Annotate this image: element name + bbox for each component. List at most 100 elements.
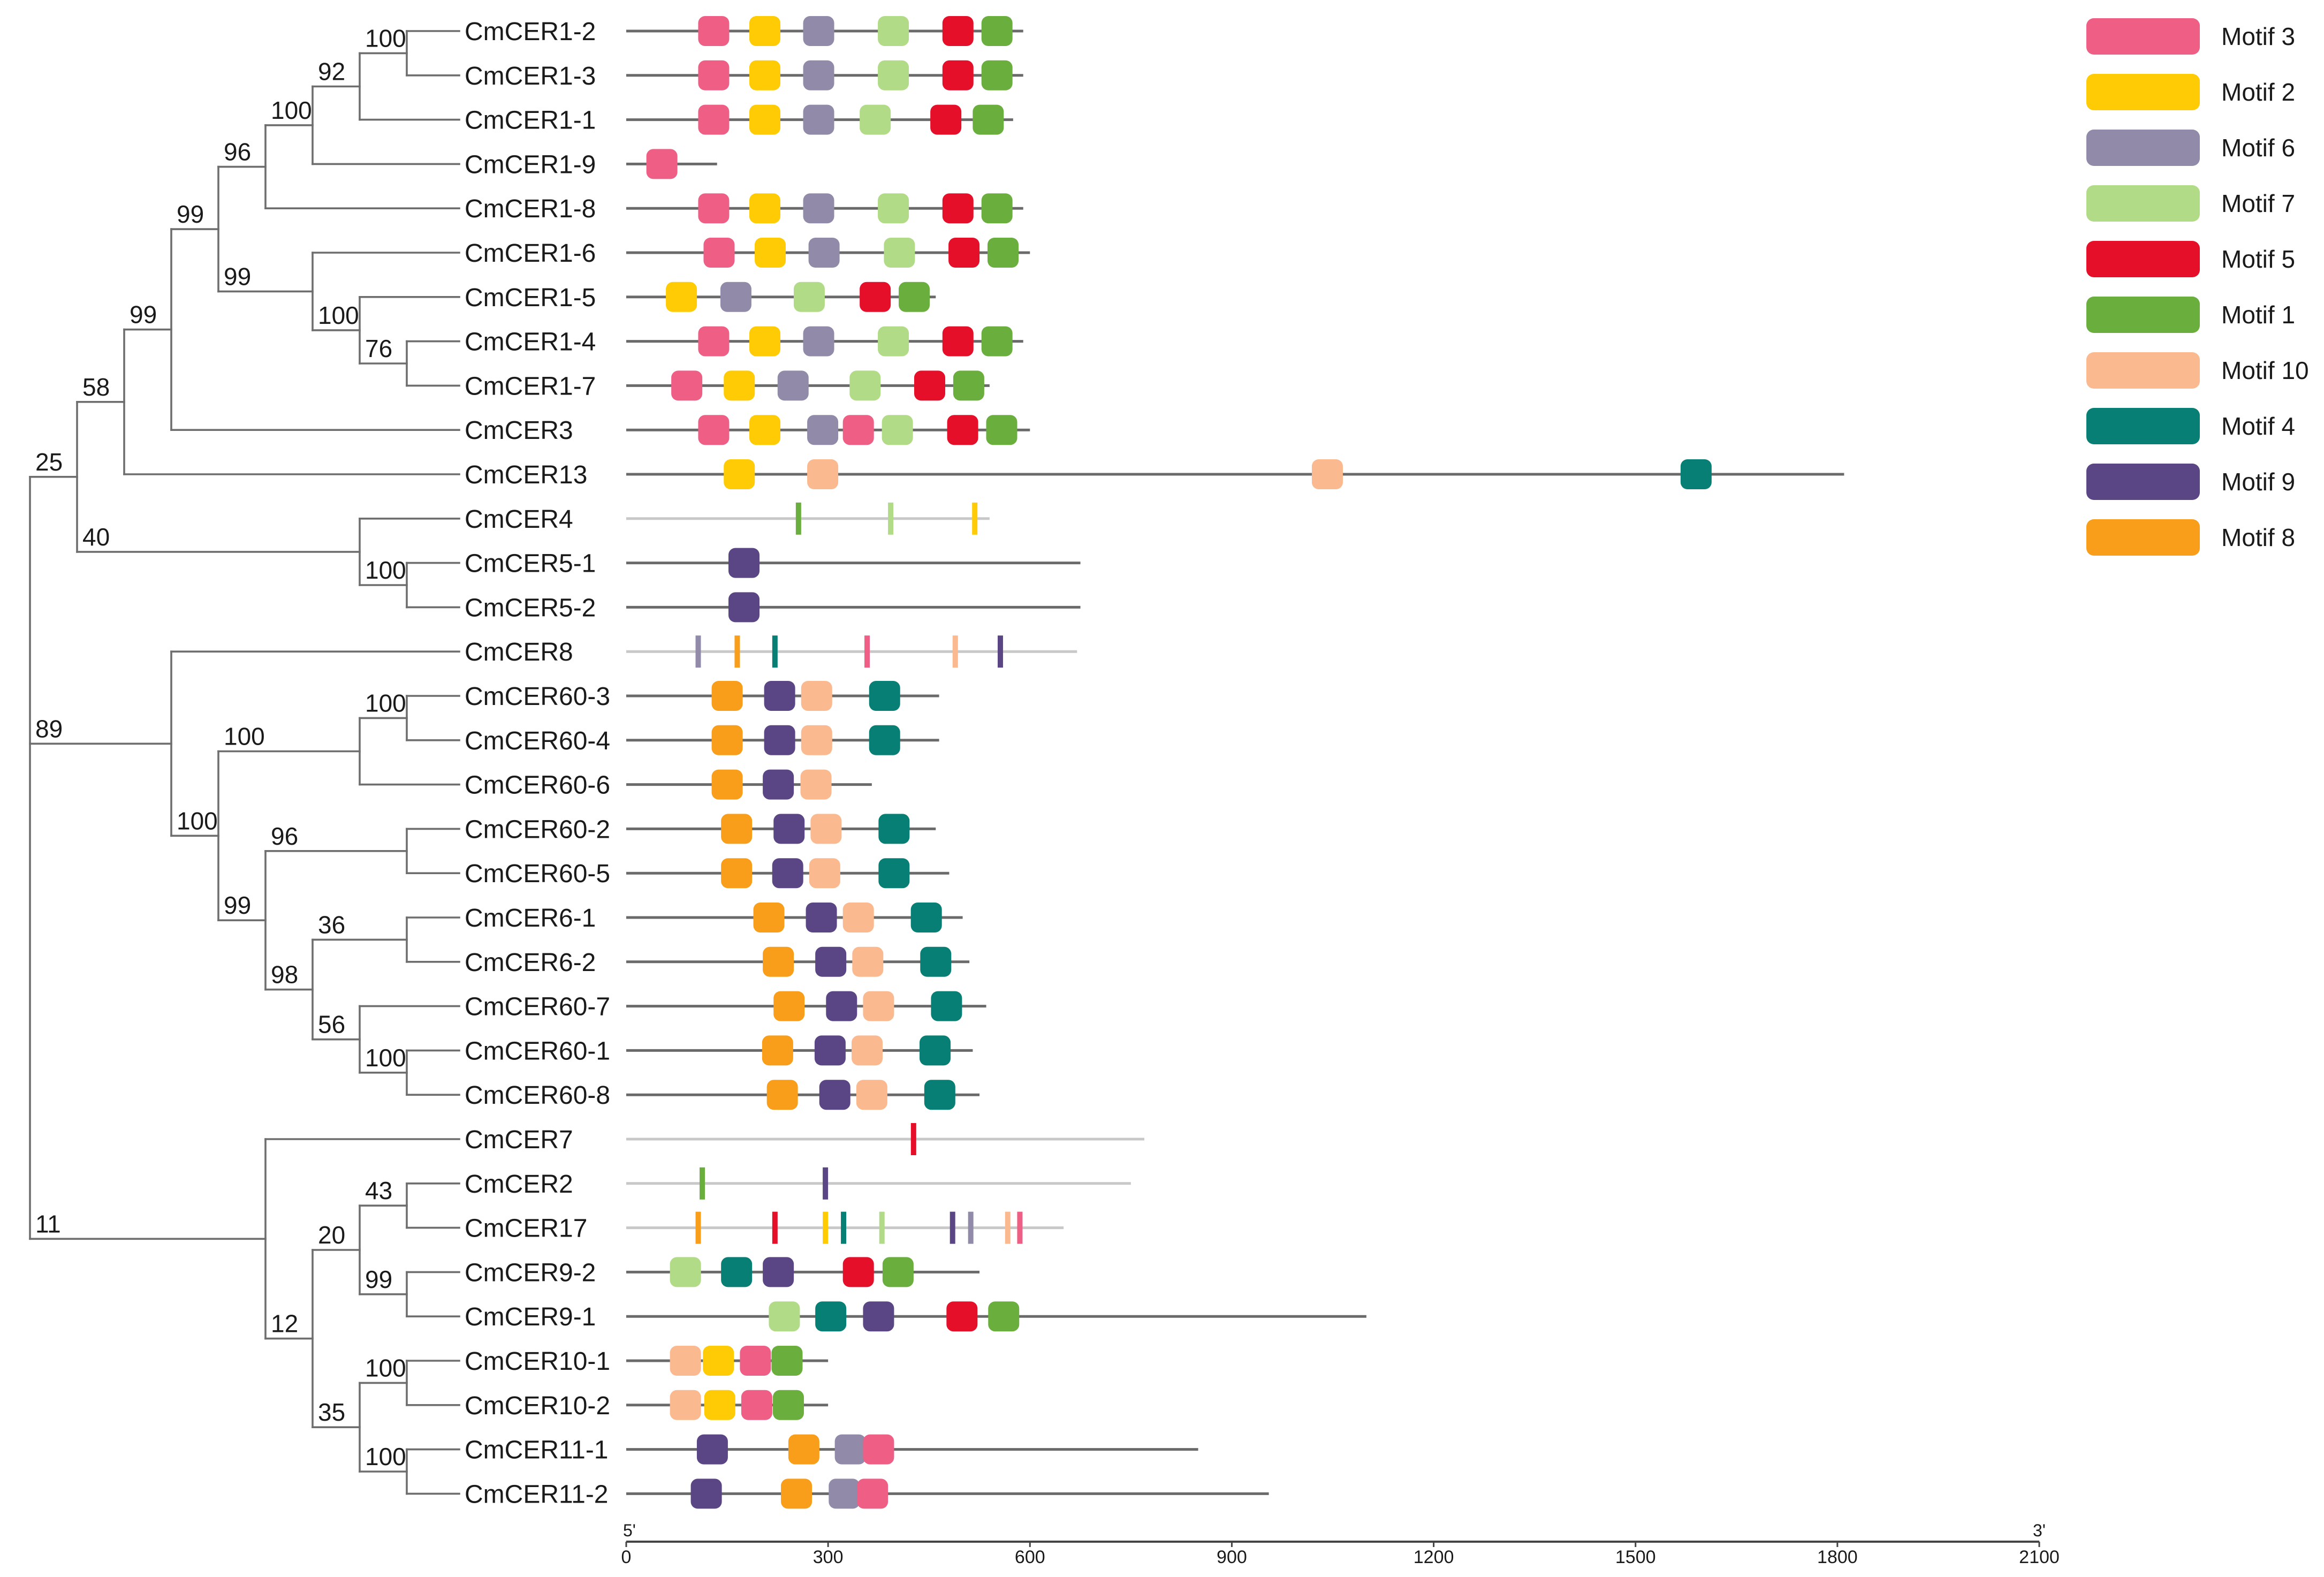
bootstrap-value: 99 [224,891,251,919]
legend-item: Motif 8 [2086,519,2295,556]
motif-box-motif-7 [849,370,881,401]
motif-box-motif-4 [878,814,910,844]
legend-label: Motif 6 [2221,134,2295,162]
gene-label: CmCER17 [465,1215,587,1243]
gene-track-cmcer1-6: CmCER1-6 [465,238,1030,268]
motif-box-motif-9 [819,1080,850,1110]
motif-box-motif-10 [1311,459,1343,489]
legend-item: Motif 5 [2086,241,2295,277]
motif-mark-motif-1 [795,502,801,535]
tick-label: 1800 [1817,1547,1858,1567]
gene-label: CmCER60-4 [465,727,610,755]
motif-box-motif-8 [763,946,794,977]
gene-track-cmcer1-8: CmCER1-8 [465,193,1023,224]
bootstrap-value: 100 [224,723,265,750]
legend-item: Motif 3 [2086,18,2295,55]
motif-box-motif-1 [882,1257,914,1287]
five-prime-label: 5' [623,1521,636,1540]
motif-box-motif-4 [920,946,952,977]
gene-track-cmcer7: CmCER7 [465,1123,1144,1155]
motif-box-motif-7 [878,193,909,224]
motif-mark-motif-5 [772,1211,778,1244]
motif-box-motif-7 [878,326,909,357]
motif-box-motif-1 [981,326,1013,357]
bootstrap-value: 100 [177,807,218,835]
motif-box-motif-8 [788,1434,819,1465]
gene-label: CmCER60-7 [465,993,610,1021]
motif-box-motif-7 [670,1257,701,1287]
motif-box-motif-8 [773,991,805,1021]
gene-label: CmCER5-1 [465,550,596,578]
motif-box-motif-6 [803,104,834,135]
gene-track-cmcer10-2: CmCER10-2 [465,1390,829,1420]
gene-label: CmCER11-2 [465,1480,609,1508]
gene-label: CmCER11-1 [465,1436,609,1465]
gene-label: CmCER1-4 [465,328,596,357]
motif-mark-motif-1 [700,1167,705,1200]
motif-box-motif-6 [803,16,834,46]
gene-track-cmcer6-2: CmCER6-2 [465,946,970,977]
legend-swatch [2086,130,2200,166]
bootstrap-value: 20 [318,1221,345,1249]
motif-mark-motif-9 [950,1211,955,1244]
bootstrap-value: 99 [177,200,204,228]
motif-box-motif-2 [749,60,780,90]
bootstrap-value: 76 [365,335,392,362]
bootstrap-value: 100 [365,556,406,584]
motif-box-motif-2 [724,370,755,401]
gene-track-cmcer1-7: CmCER1-7 [465,370,990,401]
motif-box-motif-3 [698,104,730,135]
gene-track-cmcer60-2: CmCER60-2 [465,814,936,844]
motif-box-motif-2 [704,1390,735,1420]
motif-box-motif-7 [769,1301,800,1332]
gene-label: CmCER4 [465,505,573,534]
motif-box-motif-9 [696,1434,728,1465]
motif-box-motif-9 [763,1257,794,1287]
gene-label: CmCER60-6 [465,771,610,800]
motif-box-motif-9 [728,548,760,578]
gene-track-cmcer60-6: CmCER60-6 [465,769,872,800]
legend-label: Motif 5 [2221,245,2295,273]
motif-box-motif-4 [721,1257,753,1287]
motif-box-motif-10 [809,858,840,889]
motif-box-motif-9 [863,1301,894,1332]
gene-label: CmCER60-2 [465,815,610,844]
gene-label: CmCER10-1 [465,1347,610,1376]
motif-box-motif-4 [910,903,942,932]
gene-label: CmCER1-8 [465,195,596,223]
legend-item: Motif 6 [2086,130,2295,166]
motif-box-motif-6 [807,415,839,445]
tick-label: 0 [621,1547,632,1567]
gene-track-cmcer11-1: CmCER11-1 [465,1434,1198,1465]
gene-label: CmCER1-2 [465,18,596,46]
gene-track-cmcer4: CmCER4 [465,502,990,535]
motif-box-motif-3 [698,60,730,90]
legend-item: Motif 4 [2086,408,2295,444]
gene-label: CmCER1-1 [465,107,596,135]
tick-label: 900 [1217,1547,1247,1567]
legend-label: Motif 2 [2221,78,2295,106]
motif-box-motif-3 [857,1479,888,1509]
gene-track-cmcer17: CmCER17 [465,1211,1064,1244]
gene-label: CmCER1-7 [465,372,596,400]
gene-track-cmcer5-1: CmCER5-1 [465,548,1081,578]
motif-mark-motif-4 [841,1211,847,1244]
gene-track-cmcer60-5: CmCER60-5 [465,858,950,889]
motif-box-motif-8 [721,858,753,889]
motif-box-motif-2 [749,193,780,224]
motif-box-motif-5 [942,60,974,90]
motif-box-motif-5 [942,16,974,46]
tick-label: 600 [1015,1547,1045,1567]
three-prime-label: 3' [2033,1521,2046,1540]
motif-box-motif-5 [946,1301,978,1332]
motif-box-motif-6 [834,1434,866,1465]
motif-box-motif-10 [856,1080,887,1110]
motif-box-motif-8 [721,814,753,844]
motif-box-motif-5 [942,326,974,357]
gene-track-cmcer2: CmCER2 [465,1167,1131,1200]
bootstrap-value: 35 [318,1398,345,1426]
legend-label: Motif 7 [2221,189,2295,217]
gene-track-cmcer13: CmCER13 [465,459,1844,489]
motif-box-motif-10 [670,1390,701,1420]
bootstrap-value: 43 [365,1177,392,1204]
